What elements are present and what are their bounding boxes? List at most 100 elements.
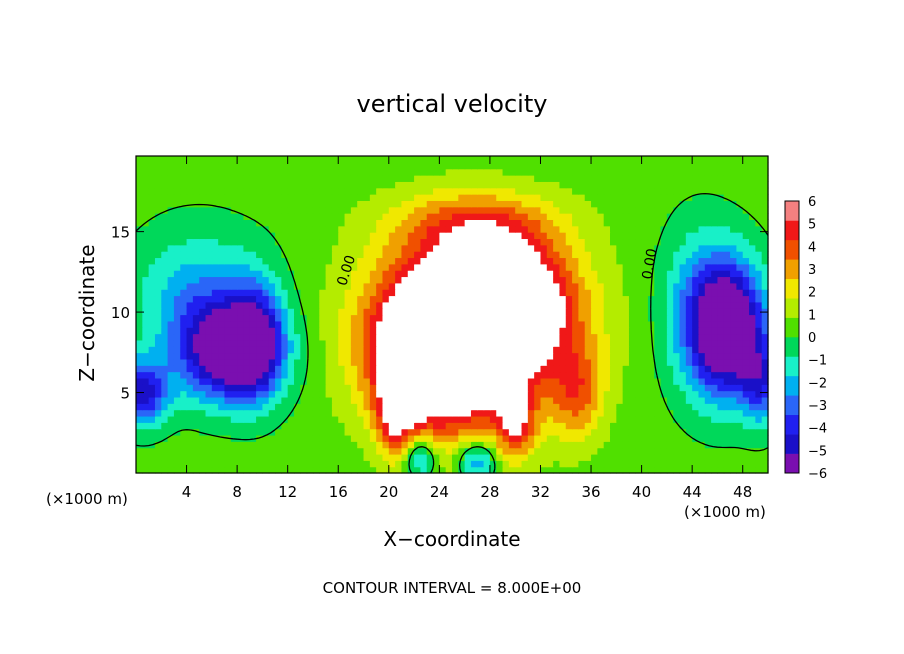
field-cell bbox=[199, 168, 207, 176]
field-cell bbox=[300, 156, 308, 163]
field-cell bbox=[717, 270, 725, 278]
field-cell bbox=[350, 168, 358, 176]
field-cell bbox=[154, 156, 162, 163]
field-cell bbox=[249, 327, 257, 335]
field-cell bbox=[306, 333, 314, 341]
field-cell bbox=[749, 282, 756, 290]
field-cell bbox=[711, 320, 719, 328]
field-cell bbox=[281, 384, 289, 392]
field-cell bbox=[426, 466, 434, 474]
field-cell bbox=[136, 409, 143, 417]
field-cell bbox=[622, 295, 630, 303]
field-cell bbox=[730, 289, 737, 297]
field-cell bbox=[692, 168, 700, 176]
field-cell bbox=[420, 466, 428, 474]
field-cell bbox=[445, 434, 453, 442]
field-cell bbox=[205, 352, 213, 360]
field-cell bbox=[660, 314, 668, 322]
field-cell bbox=[300, 377, 308, 385]
field-cell bbox=[142, 181, 150, 189]
field-cell bbox=[338, 232, 346, 240]
field-cell bbox=[452, 194, 459, 201]
field-cell bbox=[243, 238, 251, 246]
field-cell bbox=[578, 295, 586, 303]
field-cell bbox=[154, 301, 162, 309]
field-cell bbox=[287, 187, 295, 195]
field-cell bbox=[186, 276, 194, 284]
field-cell bbox=[357, 314, 365, 322]
field-cell bbox=[483, 320, 491, 328]
field-cell bbox=[180, 371, 188, 379]
field-cell bbox=[527, 301, 535, 309]
field-cell bbox=[584, 232, 592, 240]
field-cell bbox=[635, 263, 643, 271]
field-cell bbox=[742, 301, 750, 309]
field-cell bbox=[628, 282, 636, 290]
field-cell bbox=[148, 263, 156, 271]
field-cell bbox=[243, 308, 251, 316]
field-cell bbox=[243, 428, 251, 436]
field-cell bbox=[376, 301, 384, 309]
field-cell bbox=[154, 308, 162, 316]
field-cell bbox=[616, 238, 624, 246]
field-cell bbox=[477, 434, 485, 442]
field-cell bbox=[591, 352, 598, 360]
field-cell bbox=[268, 447, 276, 455]
field-cell bbox=[660, 238, 668, 246]
field-cell bbox=[148, 270, 156, 278]
field-cell bbox=[527, 270, 535, 278]
field-cell bbox=[249, 346, 257, 354]
field-cell bbox=[685, 308, 693, 316]
field-cell bbox=[439, 447, 447, 455]
field-cell bbox=[635, 466, 643, 474]
field-cell bbox=[249, 314, 257, 322]
field-cell bbox=[306, 257, 314, 265]
field-cell bbox=[502, 232, 510, 240]
field-cell bbox=[553, 371, 561, 379]
field-cell bbox=[755, 282, 763, 290]
field-cell bbox=[414, 371, 421, 379]
field-cell bbox=[673, 422, 681, 430]
field-cell bbox=[344, 308, 352, 316]
field-cell bbox=[749, 365, 756, 373]
field-cell bbox=[275, 346, 282, 354]
field-cell bbox=[749, 289, 756, 297]
field-cell bbox=[205, 358, 213, 366]
field-cell bbox=[180, 453, 188, 461]
field-cell bbox=[395, 396, 403, 404]
field-cell bbox=[433, 238, 440, 246]
field-cell bbox=[742, 244, 750, 252]
field-cell bbox=[508, 289, 516, 297]
field-cell bbox=[154, 447, 162, 455]
field-cell bbox=[369, 434, 377, 442]
field-cell bbox=[717, 206, 725, 214]
field-cell bbox=[597, 232, 605, 240]
field-cell bbox=[761, 232, 769, 240]
field-cell bbox=[628, 390, 636, 398]
field-cell bbox=[211, 244, 219, 252]
field-cell bbox=[660, 409, 668, 417]
field-cell bbox=[477, 162, 485, 170]
field-cell bbox=[578, 346, 586, 354]
field-cell bbox=[723, 213, 731, 220]
field-cell bbox=[685, 162, 693, 170]
field-cell bbox=[325, 447, 333, 455]
field-cell bbox=[439, 327, 447, 335]
field-cell bbox=[439, 460, 447, 468]
field-cell bbox=[616, 219, 624, 227]
field-cell bbox=[420, 175, 428, 182]
field-cell bbox=[268, 175, 276, 182]
field-cell bbox=[464, 251, 472, 259]
field-cell bbox=[673, 251, 681, 259]
field-cell bbox=[698, 295, 706, 303]
field-cell bbox=[414, 358, 421, 366]
field-cell bbox=[742, 415, 750, 423]
field-cell bbox=[275, 390, 282, 398]
field-cell bbox=[496, 276, 504, 284]
field-cell bbox=[647, 257, 655, 265]
field-cell bbox=[192, 377, 200, 385]
field-cell bbox=[192, 339, 200, 347]
field-cell bbox=[192, 390, 200, 398]
field-cell bbox=[136, 428, 143, 436]
field-cell bbox=[679, 460, 687, 468]
